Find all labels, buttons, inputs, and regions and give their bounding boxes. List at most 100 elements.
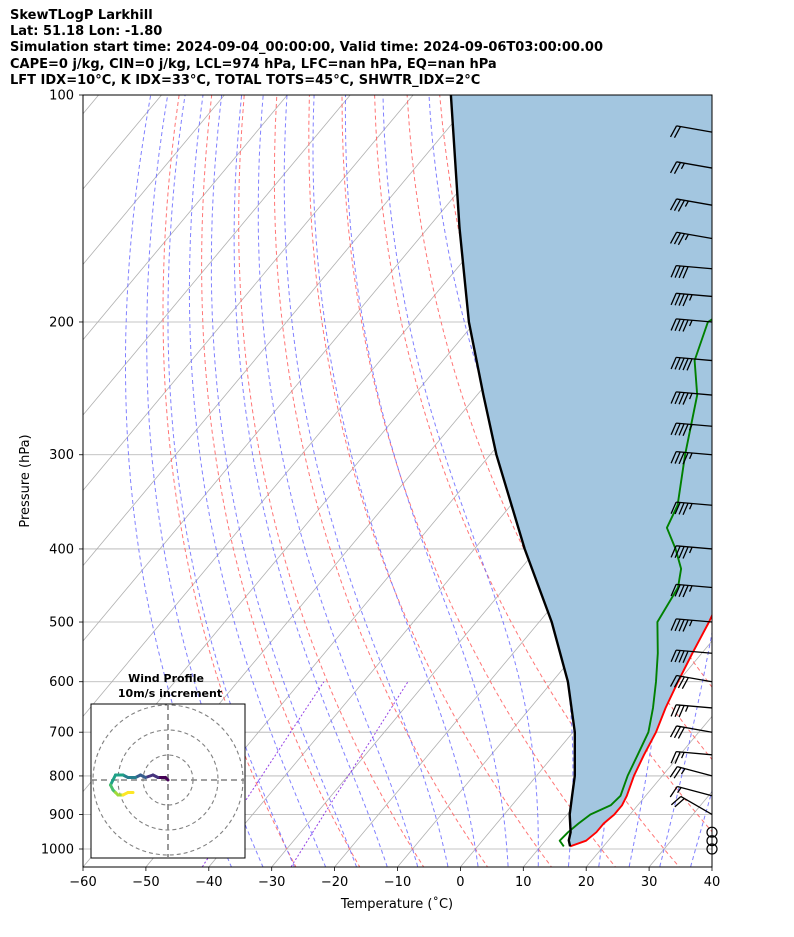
wind-barb-flag <box>670 751 677 764</box>
x-tick-label: 10 <box>515 875 532 890</box>
isotherm-gridline <box>585 715 712 867</box>
wind-barb-half-flag <box>688 319 693 327</box>
wind-barb-flag <box>670 293 677 306</box>
wind-barb-flag <box>677 233 685 246</box>
wind-barb-flag <box>670 649 677 662</box>
y-tick-label: 300 <box>49 448 74 463</box>
y-tick-label: 400 <box>49 542 74 557</box>
wind-barb-staff <box>676 318 713 323</box>
time-line: Simulation start time: 2024-09-04_00:00:… <box>10 40 603 56</box>
wind-barb-flag <box>677 676 685 689</box>
moist-adiabat <box>210 95 358 867</box>
wind-barb-staff <box>676 545 713 550</box>
wind-barb-flag <box>673 162 682 174</box>
wind-barb-flag <box>678 452 685 465</box>
wind-barb-flag <box>670 265 677 278</box>
wind-barb-flag <box>673 126 682 138</box>
wind-barb-staff <box>676 125 713 133</box>
x-tick-label: 0 <box>456 875 464 890</box>
wind-barb-flag <box>682 619 689 632</box>
wind-barb-staff <box>676 161 713 169</box>
wind-barb-flag <box>678 546 685 559</box>
moist-adiabat <box>717 95 794 880</box>
moist-adiabat <box>188 95 327 867</box>
wind-barb-half-flag <box>688 620 693 627</box>
x-axis-label: Temperature (˚C) <box>340 896 453 912</box>
isotherm-gridline <box>83 95 414 491</box>
wind-barb-flag <box>674 618 681 632</box>
x-tick-label: 30 <box>641 875 658 890</box>
wind-barb-flag <box>674 584 681 597</box>
wind-barb-flag <box>673 675 682 688</box>
calm-wind-circle <box>706 826 718 838</box>
wind-barb-flag <box>678 319 685 332</box>
dry-adiabat <box>238 95 425 867</box>
wind-barb-staff <box>676 583 713 589</box>
calm-wind-circle <box>706 835 718 847</box>
moist-adiabat <box>146 95 264 867</box>
wind-barb-staff <box>677 765 713 777</box>
wind-barb-staff <box>676 264 713 270</box>
chart-title: SkewTLogP Larkhill <box>10 8 153 23</box>
moist-adiabat <box>659 95 712 867</box>
x-tick-label: 20 <box>578 875 595 890</box>
x-tick-label: −20 <box>321 875 348 890</box>
wind-barb-half-flag <box>677 787 682 794</box>
wind-barb-flag <box>669 766 678 778</box>
isotherm-gridline <box>83 95 288 341</box>
wind-barb-staff <box>676 422 713 427</box>
wind-barb-staff <box>676 618 713 623</box>
x-tick-label: −60 <box>69 875 96 890</box>
wind-barb-flag <box>682 392 689 405</box>
dry-adiabat <box>374 95 680 867</box>
wind-barb-flag <box>682 319 689 332</box>
wind-barb-flag <box>674 545 681 559</box>
wind-barb-flag <box>674 798 685 808</box>
wind-barb-flag <box>682 423 689 437</box>
wind-barb-flag <box>669 725 678 738</box>
wind-barb-flag <box>669 198 678 211</box>
wind-barb-flag <box>670 704 677 717</box>
x-tick-label: −50 <box>132 875 159 890</box>
isotherm-gridline <box>83 95 351 416</box>
wind-barb-flag <box>678 619 685 632</box>
profile-lines-layer <box>449 95 712 848</box>
wind-barb-flag <box>677 727 685 739</box>
wind-barb-half-flag <box>688 424 693 431</box>
wind-barb-staff <box>676 674 713 683</box>
wind-barb-flag <box>674 451 681 464</box>
wind-barb-flag <box>674 357 681 370</box>
wind-barb-flag <box>670 796 682 806</box>
moist-adiabat <box>312 95 479 867</box>
wind-barb-flag <box>670 422 677 435</box>
wind-barbs <box>669 125 718 855</box>
moist-adiabat <box>257 95 419 867</box>
wind-barb-flag <box>678 502 685 515</box>
parcel-path-line <box>449 95 576 847</box>
wind-barb-flag <box>669 161 678 174</box>
isotherm-gridline <box>711 866 712 867</box>
y-tick-label: 1000 <box>41 843 74 858</box>
y-tick-label: 600 <box>49 675 74 690</box>
wind-barb-flag <box>678 650 685 663</box>
wind-barb-staff <box>676 704 713 709</box>
wind-barb-staff <box>676 231 713 240</box>
dry-adiabat <box>471 95 712 688</box>
wind-barb-flag <box>682 294 689 307</box>
wind-barb-half-flag <box>684 200 689 207</box>
wind-barb-flag <box>682 585 689 598</box>
wind-barb-flag <box>673 232 682 245</box>
wind-barb-flag <box>669 786 678 798</box>
wind-barb-flag <box>670 501 677 514</box>
temperature-line <box>569 613 712 848</box>
y-tick-label: 900 <box>49 808 74 823</box>
isotherm-gridline <box>459 565 712 867</box>
wind-barb-flag <box>669 675 678 687</box>
wind-barb-flag <box>677 200 685 212</box>
y-axis: 1000 900 800 700 600 500 400 300 200 100 <box>41 89 83 858</box>
hodograph-subtitle: 10m/s increment <box>118 687 222 700</box>
y-tick-label: 200 <box>49 315 74 330</box>
wind-barb-half-flag <box>688 393 693 400</box>
x-tick-label: −10 <box>384 875 411 890</box>
